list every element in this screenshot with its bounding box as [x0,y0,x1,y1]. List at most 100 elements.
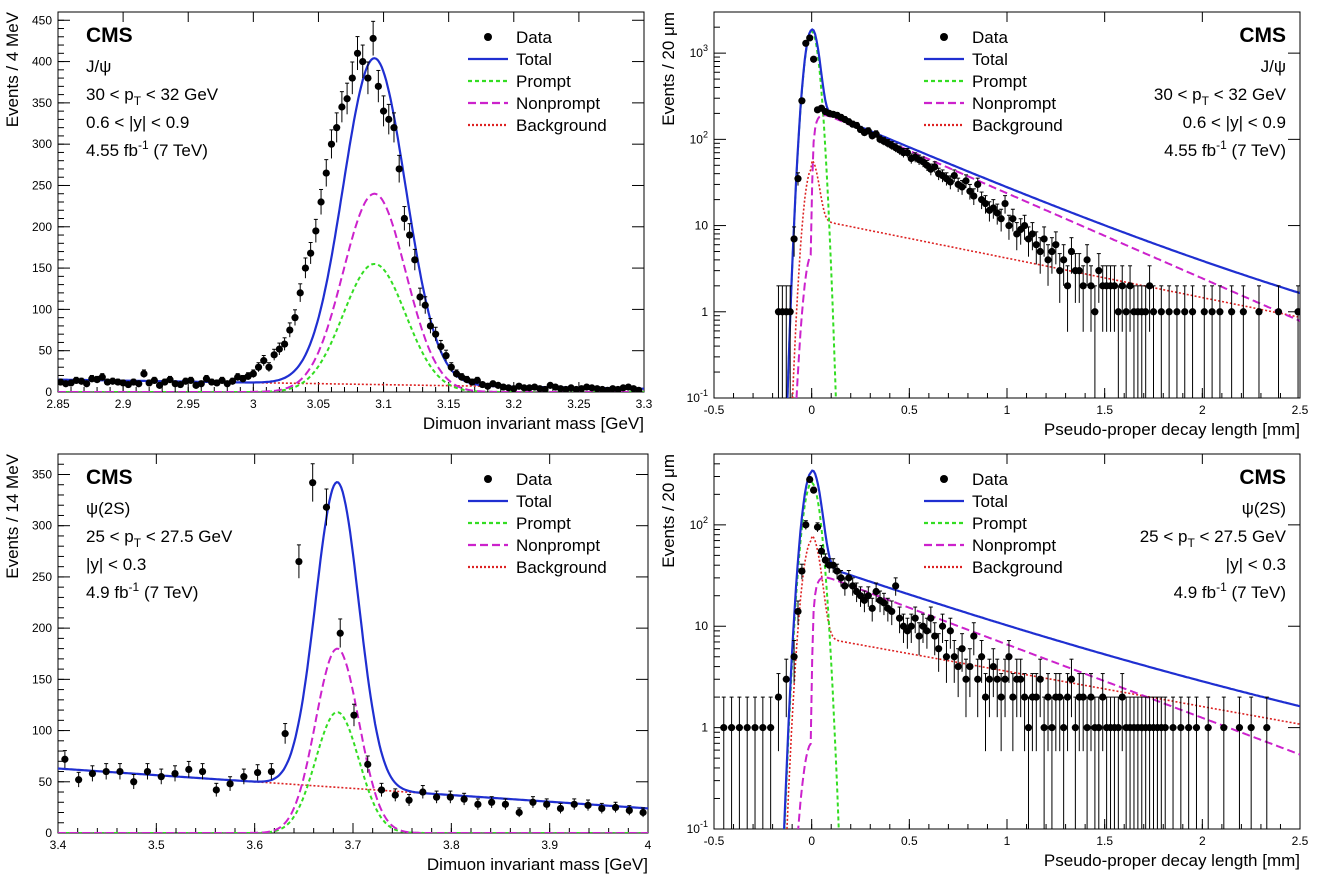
x-tick-label: 0 [808,834,815,848]
y-tick-label: 100 [32,724,52,738]
data-point [813,523,822,531]
data-point [1239,308,1247,316]
data-point [720,724,728,732]
x-tick-label: 0 [808,403,815,417]
legend: Data Total Prompt Nonprompt Background [924,470,1063,577]
data-point [817,547,826,555]
data-point [970,192,978,200]
x-tick-label: 3.6 [246,838,263,852]
data-point [176,380,185,389]
data-point [570,800,578,808]
x-tick-label: 1.5 [1096,403,1113,417]
data-point [767,724,775,732]
data-point [1028,230,1036,238]
data-point [864,592,872,600]
data-point [1024,724,1033,732]
legend-data-label: Data [516,28,552,47]
data-point [966,187,974,195]
data-point [962,177,970,185]
data-point [888,607,896,616]
data-point [1083,256,1091,264]
data-point [895,614,904,622]
data-point [1228,308,1236,316]
data-point [639,808,647,817]
y-tick-label: 450 [32,13,52,27]
data-point [155,381,164,389]
data-point [1001,675,1009,683]
data-point [452,370,461,378]
data-point [286,326,294,334]
legend-total-label: Total [516,492,552,511]
data-point [240,773,248,781]
rapidity-label: |y| < 0.3 [86,555,146,574]
data-point [1118,282,1126,290]
data-point [416,293,424,301]
data-point [249,370,257,378]
data-point [1020,693,1029,701]
data-point [942,653,951,661]
data-point [432,330,440,338]
x-tick-label: 2.5 [1292,403,1309,417]
experiment-label: CMS [86,466,133,489]
data-point [950,653,958,661]
data-point [447,363,455,371]
data-point [1255,308,1263,316]
data-point [868,604,876,612]
y-tick-label: 1 [701,305,708,319]
legend-data-label: Data [972,470,1008,489]
data-point [1044,256,1052,264]
data-point [970,632,978,640]
data-point [390,124,398,132]
data-point [541,385,549,392]
data-point [794,175,802,183]
data-point [1208,308,1216,316]
y-tick-label: 103 [690,43,708,60]
data-point [997,215,1005,223]
data-point [798,567,806,575]
data-point [907,622,915,630]
data-point [598,804,606,813]
data-point [130,778,138,786]
pt-range-label: 25 < pT < 27.5 GeV [1140,527,1287,550]
data-point [833,567,841,575]
data-point [1083,724,1091,732]
data-point [369,34,377,43]
data-point [281,730,289,738]
data-point [958,183,966,191]
data-point [543,800,551,808]
x-tick-label: 2.85 [46,397,70,411]
data-point [379,107,388,115]
data-point [1165,308,1173,316]
data-point [985,675,994,683]
data-point [759,724,767,732]
data-point [501,800,510,808]
data-point [1157,308,1165,316]
y-axis-label: Events / 14 MeV [3,453,22,578]
data-point [806,475,814,484]
data-point [892,582,900,590]
data-point [1017,675,1025,683]
legend-data-marker [484,475,492,483]
y-tick-label: 350 [32,467,52,481]
data-point [322,169,330,177]
data-point [938,622,947,630]
y-tick-label: 400 [32,55,52,69]
data-point [1263,724,1271,732]
y-axis-label: Events / 20 μm [659,12,678,126]
data-point [1040,235,1048,243]
data-point [140,370,148,378]
y-tick-label: 10 [695,619,709,633]
nonprompt-curve [58,192,644,392]
data-point [802,521,810,529]
data-point [727,724,736,732]
data-point [946,178,954,186]
y-tick-label: 200 [32,220,52,234]
x-axis-label: Dimuon invariant mass [GeV] [423,414,644,433]
data-point [1235,724,1244,732]
data-point [322,503,331,511]
data-point [102,767,110,776]
data-point [364,74,372,82]
legend-nonprompt-label: Nonprompt [516,94,600,113]
rapidity-label: |y| < 0.3 [1226,555,1286,574]
luminosity-label: 4.55 fb-1 (7 TeV) [86,138,208,160]
